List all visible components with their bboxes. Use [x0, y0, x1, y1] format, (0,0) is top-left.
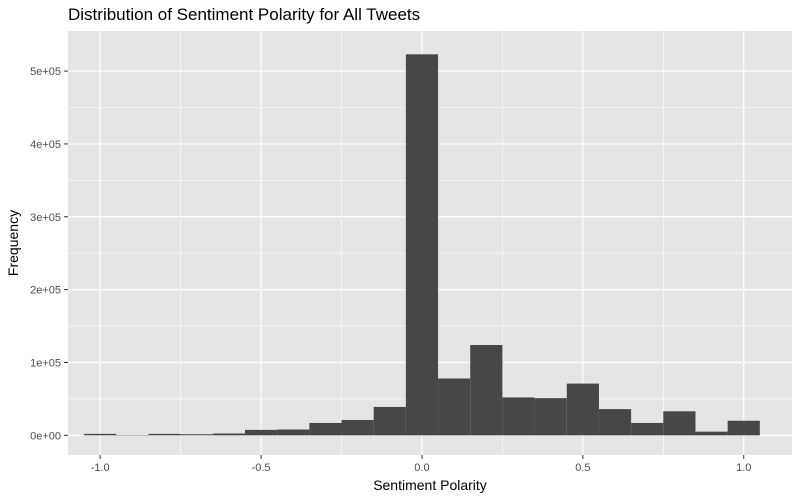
x-tick-label: -0.5 — [252, 462, 271, 474]
histogram-bar — [309, 422, 342, 436]
histogram-bar — [373, 406, 406, 436]
chart-title: Distribution of Sentiment Polarity for A… — [68, 5, 421, 24]
histogram-bar — [727, 420, 760, 436]
y-tick-label: 3e+05 — [30, 212, 61, 224]
histogram-bar — [405, 54, 439, 436]
histogram-bar — [598, 409, 632, 436]
histogram-bar — [502, 397, 535, 436]
histogram-bar — [180, 434, 213, 436]
x-tick-label: -1.0 — [91, 462, 110, 474]
y-tick-label: 1e+05 — [30, 357, 61, 369]
histogram-bar — [148, 433, 181, 436]
histogram-bars — [84, 54, 760, 436]
histogram-bar — [438, 378, 471, 436]
y-tick-label: 0e+00 — [30, 430, 61, 442]
histogram-bar — [534, 398, 567, 436]
histogram-bar — [212, 433, 245, 436]
histogram-bar — [244, 429, 278, 436]
histogram-bar — [695, 431, 728, 436]
y-axis: 0e+00 1e+05 2e+05 3e+05 4e+05 5e+05 — [30, 66, 68, 442]
x-axis: -1.0 -0.5 0.0 0.5 1.0 — [91, 455, 751, 474]
x-tick-label: 0.5 — [575, 462, 590, 474]
x-tick-label: 0.0 — [414, 462, 429, 474]
y-tick-label: 5e+05 — [30, 66, 61, 78]
y-tick-label: 2e+05 — [30, 285, 61, 297]
histogram-bar — [341, 420, 374, 436]
histogram-bar — [277, 429, 310, 436]
x-tick-label: 1.0 — [736, 462, 751, 474]
histogram-bar — [470, 344, 503, 436]
histogram-bar — [631, 422, 664, 436]
y-tick-label: 4e+05 — [30, 139, 61, 151]
x-axis-label: Sentiment Polarity — [373, 477, 487, 493]
histogram-bar — [566, 383, 599, 436]
histogram-bar — [663, 411, 696, 436]
histogram-bar — [84, 433, 117, 436]
